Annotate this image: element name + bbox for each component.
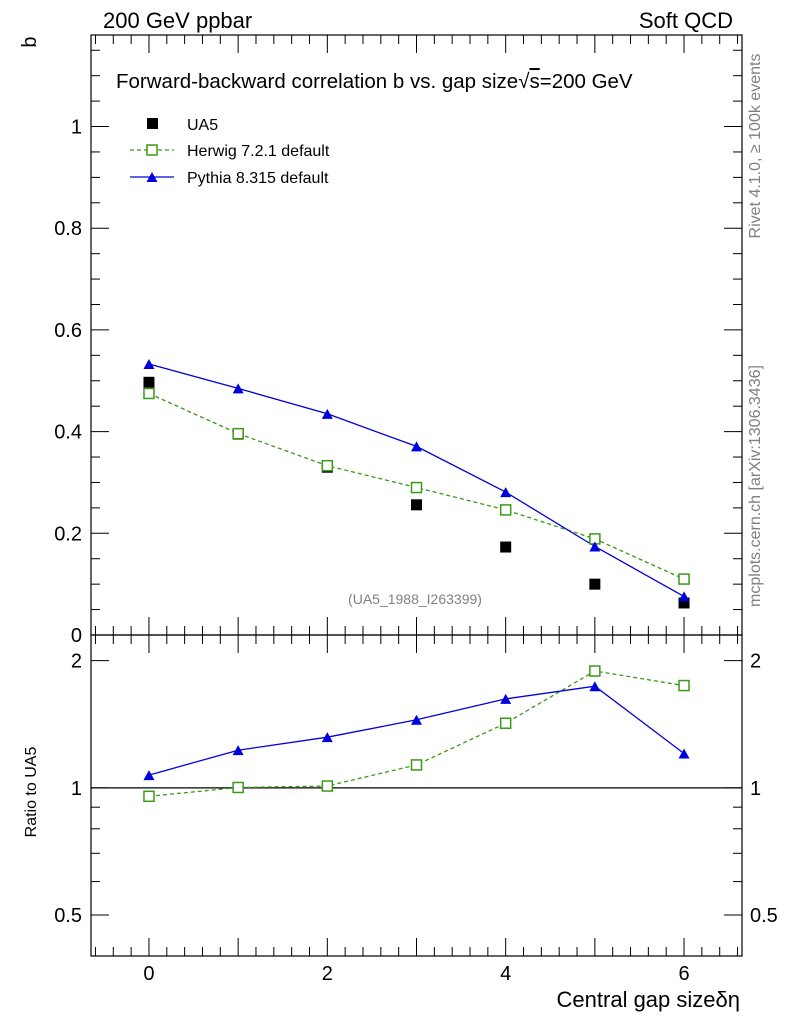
chart-title: Forward-backward correlation b vs. gap s… — [116, 70, 633, 93]
herwig-ratio-point — [410, 759, 423, 771]
mcplots-credit-label: mcplots.cern.ch [arXiv:1306.3436] — [747, 365, 764, 607]
main-series — [143, 358, 690, 609]
x-tick-label: 2 — [322, 963, 333, 985]
legend-ua5-marker — [147, 118, 158, 129]
herwig-main-point — [499, 504, 512, 516]
ua5-data-point — [143, 376, 155, 388]
pythia-ratio-point — [589, 681, 601, 692]
ratio-y-tick-label-left: 0.5 — [54, 905, 82, 927]
main-panel: 0 0.2 0.4 0.6 0.8 1 b Forward-backward correl… — [19, 34, 743, 647]
main-y-tick-label: 0 — [71, 625, 82, 647]
pythia-ratio-point — [321, 732, 333, 743]
legend-herwig-label: Herwig 7.2.1 default — [187, 143, 330, 160]
pythia-main-point — [678, 591, 690, 602]
ratio-y-tick-label-right: 1 — [750, 778, 761, 800]
herwig-ratio-point — [678, 679, 690, 692]
legend-pythia-marker — [146, 172, 158, 182]
rivet-version-label: Rivet 4.1.0, ≥ 100k events — [747, 54, 764, 239]
ratio-y-tick-label-left: 2 — [71, 651, 82, 673]
x-axis-label: Central gap sizeδη — [557, 987, 740, 1012]
ua5-data-point — [678, 597, 690, 609]
pythia-main-point — [143, 358, 155, 369]
ratio-y-tick-label-right: 0.5 — [750, 905, 778, 927]
main-axis-ticks — [91, 35, 742, 636]
ratio-y-tick-label-left: 1 — [71, 778, 82, 800]
legend-pythia-label: Pythia 8.315 default — [187, 170, 329, 187]
ratio-plot-frame — [90, 634, 743, 957]
ratio-y-axis-label: Ratio to UA5 — [23, 747, 40, 838]
legend-herwig-marker — [146, 144, 158, 156]
header-right: Soft QCD — [639, 8, 733, 33]
ua5-data-point — [411, 499, 422, 511]
legend-ua5-label: UA5 — [187, 117, 218, 134]
ua5-data-point — [589, 578, 601, 590]
herwig-ratio-point — [589, 665, 601, 677]
pythia-ratio-point — [232, 745, 244, 756]
pythia-main-point — [321, 408, 333, 419]
main-y-tick-label: 0.6 — [54, 320, 82, 342]
pythia-main-point — [411, 441, 422, 452]
herwig-ratio-point — [499, 717, 512, 729]
ratio-axis-ticks — [91, 635, 742, 957]
ratio-y-tick-label-right: 2 — [750, 651, 761, 673]
main-y-tick-label: 0.4 — [54, 422, 82, 444]
main-y-tick-label: 0.2 — [54, 523, 82, 545]
analysis-id-label: (UA5_1988_I263399) — [348, 591, 482, 607]
herwig-main-point — [143, 387, 155, 400]
herwig-ratio-point — [143, 790, 155, 803]
herwig-ratio-line — [148, 670, 685, 797]
herwig-ratio-point — [232, 781, 244, 794]
x-tick-label: 0 — [143, 963, 154, 985]
main-y-axis-label: b — [19, 36, 41, 47]
herwig-main-point — [410, 481, 423, 494]
pythia-ratio-point — [678, 748, 690, 759]
x-tick-labels: 0 2 4 6 — [143, 963, 689, 985]
legend: UA5 Herwig 7.2.1 default Pythia 8.315 de… — [130, 117, 330, 187]
ratio-y-tick-labels: 0.5 0.5 1 1 2 2 — [54, 651, 778, 927]
pythia-ratio-point — [500, 693, 512, 704]
pythia-ratio-point — [143, 770, 155, 781]
ratio-series — [91, 665, 742, 803]
herwig-main-point — [678, 573, 690, 585]
main-y-tick-label: 0.8 — [54, 218, 82, 240]
herwig-ratio-point — [321, 780, 334, 792]
pythia-main-point — [232, 383, 244, 394]
pythia-main-point — [589, 541, 601, 552]
herwig-main-point — [232, 427, 244, 440]
ua5-data-point — [500, 541, 512, 553]
header-left: 200 GeV ppbar — [103, 8, 252, 33]
main-y-tick-label: 1 — [71, 117, 82, 139]
ratio-panel: 0.5 0.5 1 1 2 2 0 2 4 6 Ratio to UA5 Central gap… — [23, 634, 778, 1012]
x-tick-label: 6 — [678, 963, 689, 985]
main-y-tick-labels: 0 0.2 0.4 0.6 0.8 1 — [54, 117, 82, 647]
herwig-main-point — [321, 459, 334, 472]
x-tick-label: 4 — [500, 963, 511, 985]
pythia-main-line — [148, 363, 685, 597]
pythia-ratio-point — [411, 714, 422, 725]
pythia-main-point — [500, 487, 512, 498]
